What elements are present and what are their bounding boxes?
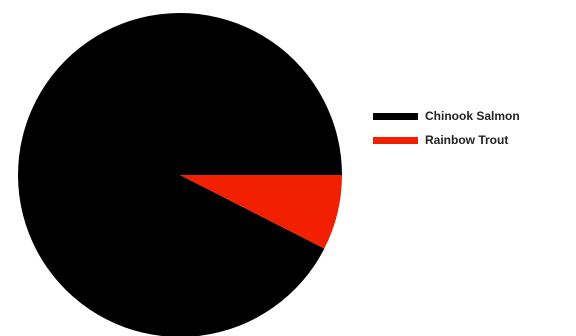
legend-item-chinook-salmon: Chinook Salmon xyxy=(373,109,520,123)
legend-swatch xyxy=(373,137,418,144)
pie-slices xyxy=(18,12,342,336)
legend: Chinook Salmon Rainbow Trout xyxy=(373,109,520,147)
legend-swatch xyxy=(373,113,418,120)
legend-label: Rainbow Trout xyxy=(425,133,508,147)
pie-slice-rainbow-trout xyxy=(180,175,342,249)
legend-label: Chinook Salmon xyxy=(425,109,520,123)
pie-slice-chinook-salmon xyxy=(18,12,342,336)
legend-item-rainbow-trout: Rainbow Trout xyxy=(373,133,508,147)
